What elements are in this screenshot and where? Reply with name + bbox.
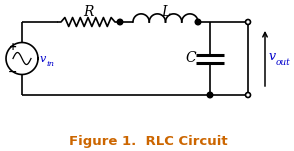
Circle shape: [245, 19, 250, 24]
Text: +: +: [9, 42, 17, 51]
Circle shape: [117, 19, 123, 25]
Circle shape: [195, 19, 201, 25]
Circle shape: [245, 93, 250, 98]
Text: v: v: [269, 50, 276, 63]
Text: R: R: [83, 5, 93, 19]
Text: −: −: [8, 66, 18, 77]
Text: out: out: [276, 58, 291, 67]
Circle shape: [207, 92, 213, 98]
Text: L: L: [161, 5, 170, 19]
Text: v: v: [40, 53, 46, 64]
Text: in: in: [47, 59, 55, 67]
Text: Figure 1.  RLC Circuit: Figure 1. RLC Circuit: [69, 135, 227, 148]
Text: C: C: [186, 51, 196, 66]
